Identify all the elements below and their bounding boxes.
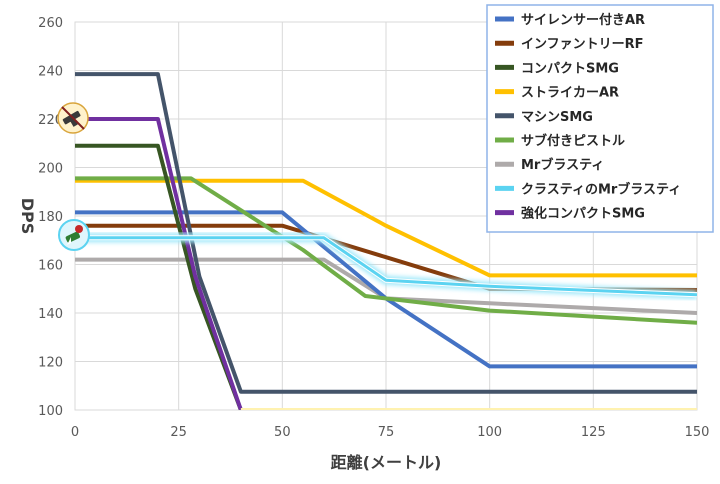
y-axis-title: DPS xyxy=(18,198,37,235)
y-tick-label: 100 xyxy=(38,404,63,419)
blaster-weapon-icon xyxy=(57,102,89,134)
floor-highlight xyxy=(240,408,697,410)
y-tick-label: 200 xyxy=(38,162,63,177)
legend-label: コンパクトSMG xyxy=(521,61,619,76)
legend-label: マシンSMG xyxy=(521,110,593,125)
x-tick-label: 75 xyxy=(378,425,395,440)
x-tick-label: 50 xyxy=(274,425,291,440)
x-tick-label: 25 xyxy=(170,425,187,440)
rose-blaster-icon xyxy=(58,219,90,251)
y-tick-label: 240 xyxy=(38,65,63,80)
y-tick-label: 120 xyxy=(38,356,63,371)
series-line-7 xyxy=(75,236,697,297)
legend-label: ストライカーAR xyxy=(521,86,619,101)
y-tick-label: 260 xyxy=(38,16,63,31)
x-tick-label: 0 xyxy=(71,425,79,440)
legend-label: サブ付きピストル xyxy=(521,133,625,149)
series-line-8 xyxy=(75,117,243,410)
series-line-3 xyxy=(75,178,697,278)
series-line-4 xyxy=(75,72,697,394)
y-tick-label: 160 xyxy=(38,259,63,274)
y-tick-label: 180 xyxy=(38,210,63,225)
x-axis-title: 距離(メートル) xyxy=(331,453,442,472)
legend-label: Mrブラスティ xyxy=(521,157,604,173)
legend-box xyxy=(486,4,714,233)
y-tick-label: 140 xyxy=(38,307,63,322)
x-tick-label: 150 xyxy=(685,425,710,440)
x-tick-label: 125 xyxy=(581,425,606,440)
legend-label: サイレンサー付きAR xyxy=(521,12,645,28)
legend-label: クラスティのMrブラスティ xyxy=(521,181,681,197)
x-tick-label: 100 xyxy=(477,425,502,440)
y-tick-label: 220 xyxy=(38,113,63,128)
legend-label: 強化コンパクトSMG xyxy=(521,206,645,222)
legend-label: インファントリーRF xyxy=(521,37,644,52)
